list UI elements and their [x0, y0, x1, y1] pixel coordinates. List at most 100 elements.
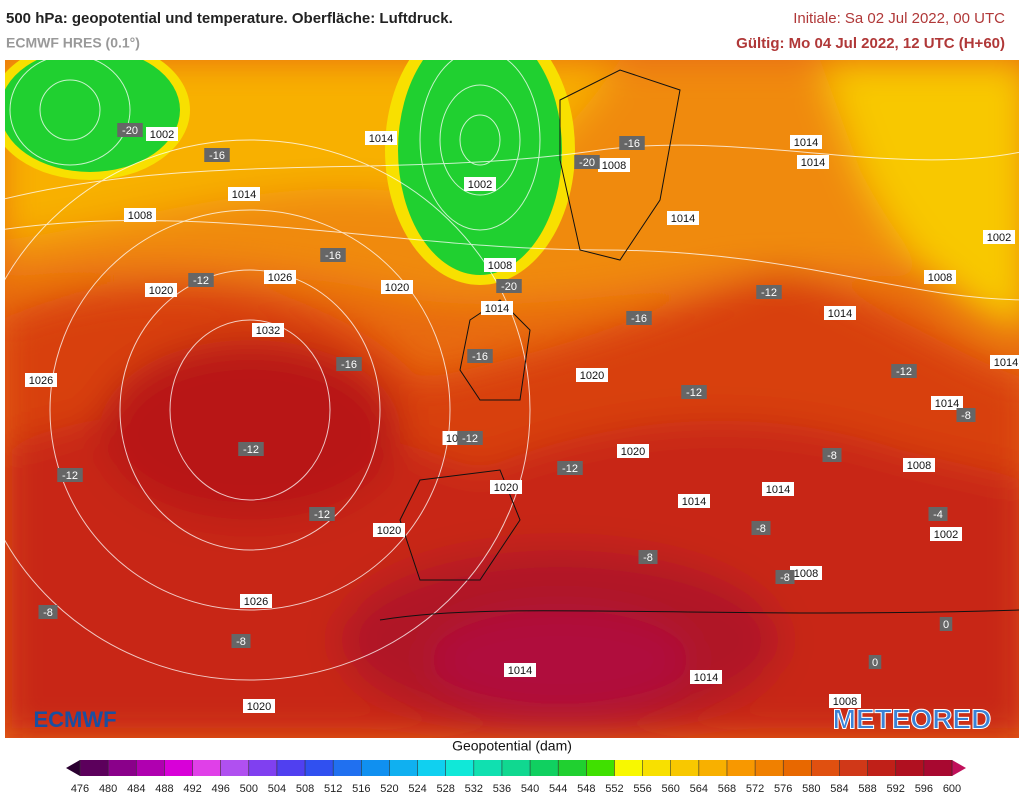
colorbar-tick-label: 596	[915, 783, 933, 795]
colorbar-segment	[389, 760, 419, 776]
pressure-label: 1014	[828, 308, 852, 320]
colorbar-tick-label: 552	[605, 783, 623, 795]
pressure-label-box	[504, 663, 536, 677]
colorbar-tick-label: 488	[155, 783, 173, 795]
pressure-label: 1002	[934, 529, 958, 541]
temperature-label: -8	[961, 410, 971, 422]
pressure-label-box	[903, 458, 935, 472]
colorbar-segment	[558, 760, 587, 776]
colorbar-tick-label: 580	[802, 783, 820, 795]
temperature-label: -16	[624, 138, 640, 150]
colorbar-tick-label: 524	[408, 783, 426, 795]
pressure-label: 1014	[994, 357, 1018, 369]
pressure-label: 1014	[794, 137, 818, 149]
colorbar-segment	[80, 760, 109, 776]
pressure-label-box	[365, 131, 397, 145]
colorbar-tick-label: 500	[240, 783, 258, 795]
colorbar-tick-label: 476	[71, 783, 89, 795]
pressure-label-box	[924, 270, 956, 284]
temperature-label: -12	[686, 387, 702, 399]
pressure-label-box	[490, 480, 522, 494]
pressure-label: 1008	[928, 272, 952, 284]
colorbar-tick-label: 516	[352, 783, 370, 795]
colorbar-segment	[867, 760, 897, 776]
field	[430, 610, 690, 710]
map	[5, 60, 1019, 738]
coastlines	[379, 69, 1019, 621]
colorbar-segment	[839, 760, 869, 776]
pressure-label: 1020	[621, 446, 645, 458]
pressure-label: 1014	[801, 157, 825, 169]
pressure-label-box	[598, 158, 630, 172]
colorbar-segment	[501, 760, 531, 776]
pressure-label: 1014	[369, 133, 393, 145]
colorbar-tick-label: 544	[549, 783, 567, 795]
pressure-label: 1008	[488, 260, 512, 272]
temperature-label: -12	[761, 287, 777, 299]
colorbar-tick-label: 504	[268, 783, 286, 795]
temperature-label-box	[756, 285, 782, 299]
pressure-label: 1020	[149, 285, 173, 297]
isobars	[5, 60, 1019, 681]
pressure-label: 1014	[232, 189, 256, 201]
colorbar-tick-label: 480	[99, 783, 117, 795]
temperature-label: -12	[462, 433, 478, 445]
colorbar-tick-label: 592	[887, 783, 905, 795]
colorbar-segment	[361, 760, 390, 776]
pressure-label: 1014	[694, 672, 718, 684]
pressure-label-box	[240, 594, 272, 608]
pressure-label-box	[667, 211, 699, 225]
temperature-label: -16	[472, 351, 488, 363]
colorbar-tick-label: 600	[943, 783, 961, 795]
temperature-label-box	[681, 385, 707, 399]
pressure-label-box	[790, 566, 822, 580]
temperature-label-box	[320, 248, 346, 262]
pressure-label: 1008	[794, 568, 818, 580]
pressure-label-box	[464, 177, 496, 191]
temperature-label: -20	[501, 281, 517, 293]
pressure-label: 1014	[508, 665, 532, 677]
initial-time: Initiale: Sa 02 Jul 2022, 00 UTC	[793, 10, 1005, 27]
temperature-label: -4	[933, 509, 943, 521]
temperature-label-box	[238, 442, 264, 456]
colorbar: 476 480 484 488 492 496 500 504 508 512 516 520 524 5…	[66, 760, 966, 795]
temperature-label-box	[928, 507, 948, 521]
colorbar-segment	[698, 760, 728, 776]
temperature-label-box	[38, 605, 58, 619]
pressure-label-box	[252, 323, 284, 337]
colorbar-segment	[136, 760, 165, 776]
pressure-label: 1002	[987, 232, 1011, 244]
logo-right: METEORED	[833, 703, 992, 734]
temperature-label-box	[574, 155, 600, 169]
pressure-label-box	[829, 694, 861, 708]
colorbar-segment	[642, 760, 672, 776]
temperature-label: -12	[243, 444, 259, 456]
pressure-label: 1020	[580, 370, 604, 382]
colorbar-segment	[445, 760, 475, 776]
pressure-label: 1026	[29, 375, 53, 387]
colorbar-segment	[220, 760, 250, 776]
pressure-label: 1008	[833, 696, 857, 708]
temperature-label-box	[231, 634, 251, 648]
pressure-label-box	[484, 258, 516, 272]
colorbar-high	[952, 760, 966, 776]
temperature-label: -8	[236, 636, 246, 648]
pressure-label-box	[824, 306, 856, 320]
temperature-label: -8	[643, 552, 653, 564]
temperature-label-box	[557, 461, 583, 475]
pressure-label: 1008	[128, 210, 152, 222]
temperature-label: -16	[325, 250, 341, 262]
pressure-label: 1026	[268, 272, 292, 284]
colorbar-segment	[276, 760, 306, 776]
valid-time: Gültig: Mo 04 Jul 2022, 12 UTC (H+60)	[736, 35, 1005, 52]
pressure-label: 1032	[256, 325, 280, 337]
map-labels: 1002 1014 1002 1008 1014 1014 1008 1014 1014 1002…	[25, 123, 1022, 713]
temperature-label-box	[868, 655, 882, 669]
temperature-label: -12	[562, 463, 578, 475]
temperature-label-box	[956, 408, 976, 422]
colorbar-segment	[333, 760, 362, 776]
pressure-label: 1008	[907, 460, 931, 472]
colorbar-segment	[670, 760, 700, 776]
temperature-label: -12	[62, 470, 78, 482]
pressure-label: 1014	[766, 484, 790, 496]
